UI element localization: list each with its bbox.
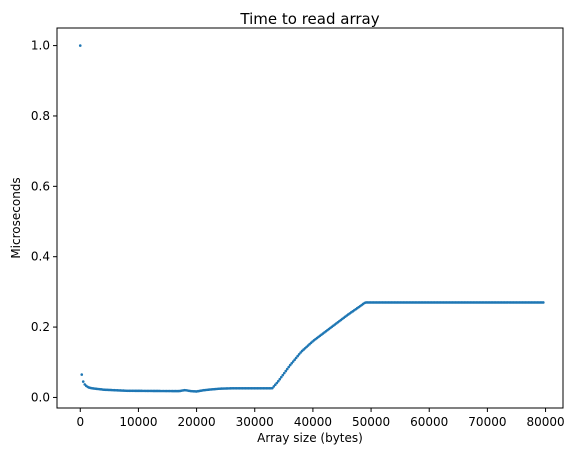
x-tick-label: 60000 bbox=[410, 415, 448, 429]
data-point bbox=[80, 373, 84, 376]
data-point bbox=[276, 379, 280, 383]
data-point bbox=[279, 375, 283, 379]
y-axis-ticks: 0.0 0.2 0.4 0.6 0.8 1.0 bbox=[31, 39, 57, 404]
data-point bbox=[272, 385, 276, 388]
data-point bbox=[296, 354, 299, 358]
data-points bbox=[78, 44, 545, 393]
x-tick-label: 50000 bbox=[352, 415, 390, 429]
data-point bbox=[291, 360, 295, 363]
y-axis-label: Microseconds bbox=[9, 177, 23, 258]
chart-title: Time to read array bbox=[239, 10, 379, 28]
x-axis-ticks: 0 10000 20000 30000 40000 50000 60000 70000 8000… bbox=[76, 408, 565, 429]
y-tick-label: 0.4 bbox=[31, 250, 50, 264]
x-tick-label: 70000 bbox=[468, 415, 506, 429]
data-point bbox=[271, 386, 274, 390]
x-axis-label: Array size (bytes) bbox=[257, 431, 363, 445]
y-tick-label: 0.6 bbox=[31, 179, 50, 193]
data-point bbox=[287, 365, 291, 369]
data-point bbox=[281, 373, 285, 377]
y-tick-label: 0.2 bbox=[31, 320, 50, 334]
x-tick-label: 40000 bbox=[294, 415, 332, 429]
x-tick-label: 80000 bbox=[526, 415, 564, 429]
data-point bbox=[297, 352, 301, 356]
data-point bbox=[78, 44, 82, 47]
data-point bbox=[542, 301, 545, 304]
data-point bbox=[81, 380, 85, 383]
data-point bbox=[293, 358, 296, 362]
y-tick-label: 0.0 bbox=[31, 390, 50, 404]
x-tick-label: 0 bbox=[76, 415, 84, 429]
x-tick-label: 30000 bbox=[236, 415, 274, 429]
data-point bbox=[288, 363, 292, 367]
y-tick-label: 0.8 bbox=[31, 109, 50, 123]
data-point bbox=[274, 383, 277, 387]
data-point bbox=[284, 369, 288, 373]
x-tick-label: 10000 bbox=[119, 415, 157, 429]
data-point bbox=[282, 371, 286, 375]
data-point bbox=[290, 362, 293, 365]
x-tick-label: 20000 bbox=[177, 415, 215, 429]
data-point bbox=[285, 367, 289, 371]
plot-frame bbox=[56, 27, 564, 409]
data-point bbox=[294, 356, 298, 360]
data-point bbox=[275, 381, 279, 385]
data-point bbox=[278, 377, 282, 381]
y-tick-label: 1.0 bbox=[31, 39, 50, 53]
